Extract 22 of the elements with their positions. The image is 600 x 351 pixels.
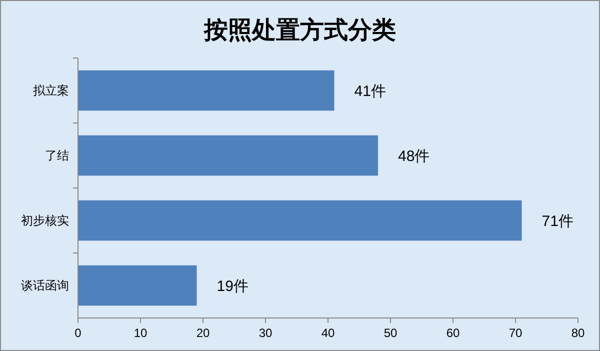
x-tick-label: 50 [384,326,398,340]
x-tick-label: 20 [196,326,210,340]
y-tick-label: 初步核实 [21,214,69,228]
bar [78,135,378,176]
bar [78,70,334,111]
bar [78,265,197,306]
data-label: 71件 [542,212,574,230]
y-tick-label: 拟立案 [33,84,69,98]
x-tick-label: 10 [134,326,148,340]
x-tick-label: 60 [446,326,460,340]
x-tick-label: 70 [508,326,522,340]
x-tick-label: 40 [321,326,335,340]
data-label: 48件 [398,148,430,165]
y-tick-label: 谈话函询 [21,278,69,293]
bar [78,200,522,241]
x-tick-label: 80 [571,326,585,340]
data-label: 19件 [216,278,248,295]
x-tick-label: 30 [258,326,272,340]
x-tick-label: 0 [74,326,82,340]
y-tick-label: 了结 [45,148,69,163]
data-label: 41件 [354,82,386,100]
chart-title: 按照处置方式分类 [203,15,396,44]
